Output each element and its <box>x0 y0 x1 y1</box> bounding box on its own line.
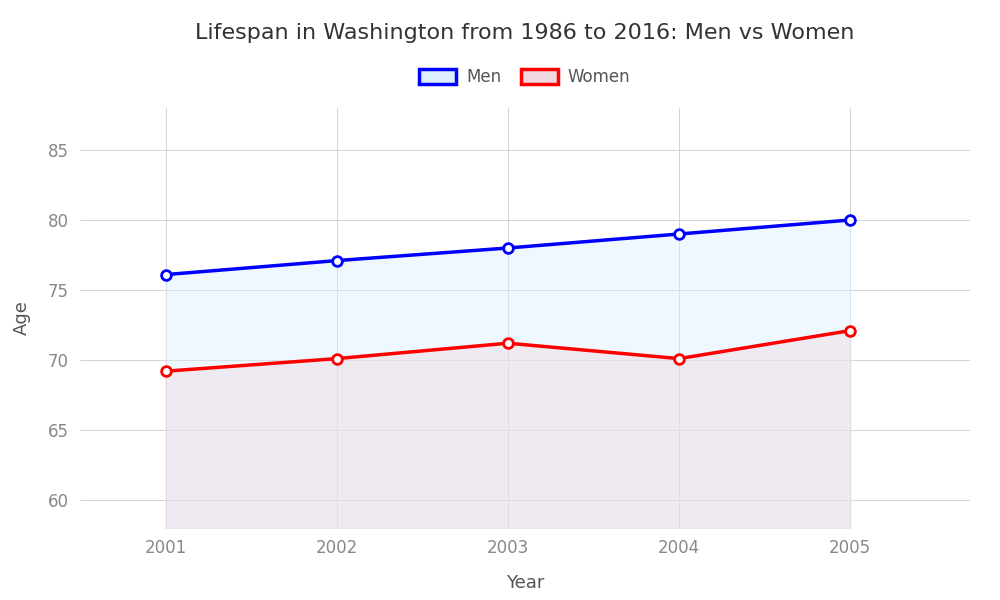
Y-axis label: Age: Age <box>13 301 31 335</box>
X-axis label: Year: Year <box>506 574 544 592</box>
Title: Lifespan in Washington from 1986 to 2016: Men vs Women: Lifespan in Washington from 1986 to 2016… <box>195 23 855 43</box>
Legend: Men, Women: Men, Women <box>413 62 637 93</box>
